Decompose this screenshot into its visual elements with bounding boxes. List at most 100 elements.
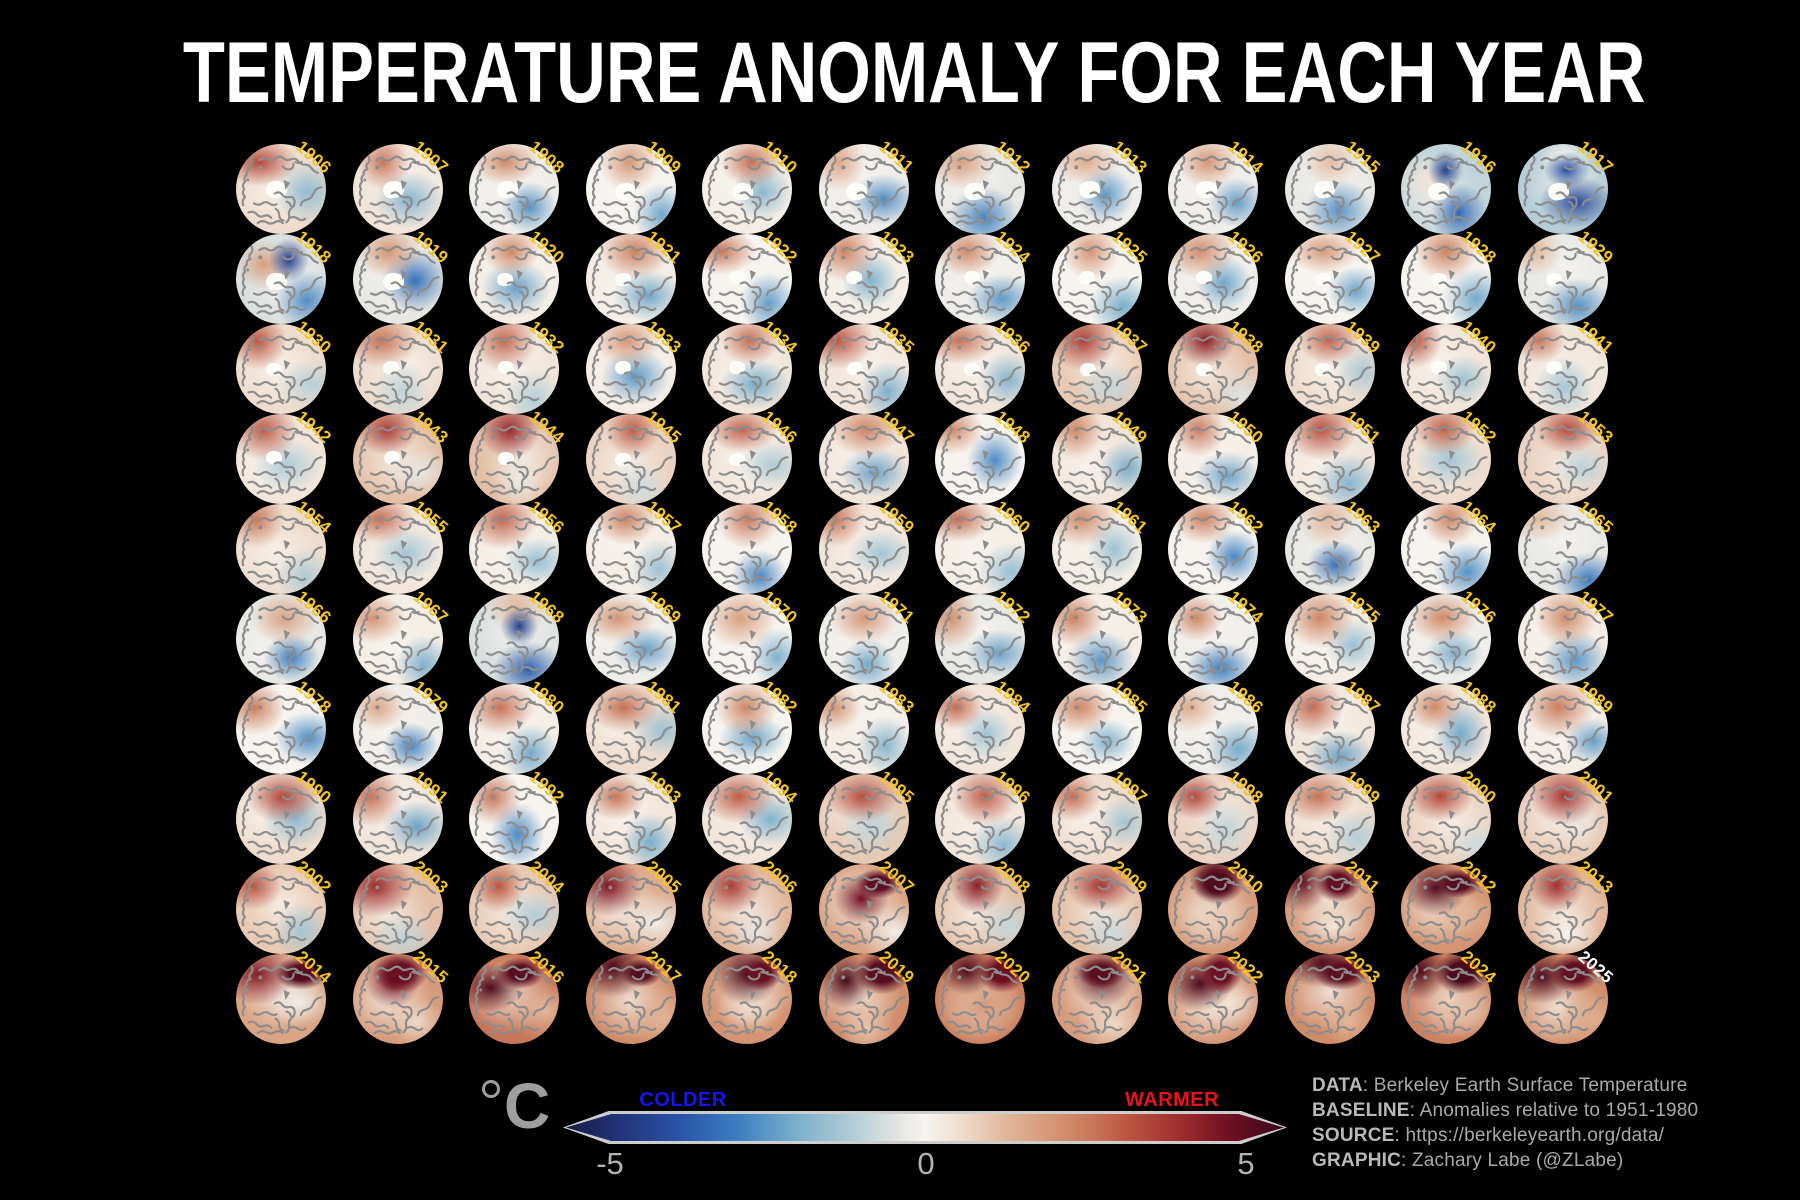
anomaly-map <box>586 504 676 594</box>
globe-2008: 2008 <box>935 857 1034 954</box>
anomaly-map <box>702 504 792 594</box>
globe-1996: 1996 <box>935 767 1034 864</box>
anomaly-map <box>236 954 326 1044</box>
anomaly-map <box>469 684 559 774</box>
anomaly-map <box>1285 234 1375 324</box>
credit-line-baseline: BASELINE: Anomalies relative to 1951-198… <box>1312 1100 1699 1121</box>
globe-1992: 1992 <box>469 767 568 864</box>
globe-2012: 2012 <box>1401 857 1500 954</box>
anomaly-map <box>1052 684 1142 774</box>
globe-1988: 1988 <box>1401 677 1500 774</box>
globe-1994: 1994 <box>702 767 801 864</box>
globe-2004: 2004 <box>469 857 568 954</box>
anomaly-map <box>819 234 909 324</box>
anomaly-map <box>1401 504 1491 594</box>
anomaly-map <box>1518 774 1608 864</box>
anomaly-map <box>935 774 1025 864</box>
globe-2013: 2013 <box>1518 857 1617 954</box>
globes-grid: 1906 1907 1908 1909 1910 1911 1912 1913 1914 1915… <box>236 137 1617 1044</box>
anomaly-map <box>935 864 1025 954</box>
globe-1997: 1997 <box>1052 767 1151 864</box>
anomaly-map <box>935 594 1025 684</box>
anomaly-map <box>819 144 909 234</box>
globe-2010: 2010 <box>1168 857 1267 954</box>
anomaly-map <box>353 324 443 414</box>
globe-1948: 1948 <box>935 407 1034 504</box>
anomaly-map <box>819 414 909 504</box>
globe-1941: 1941 <box>1518 317 1617 414</box>
anomaly-map <box>702 234 792 324</box>
anomaly-map <box>1052 954 1142 1044</box>
anomaly-map <box>1285 414 1375 504</box>
globe-1940: 1940 <box>1401 317 1500 414</box>
colorbar-arrow <box>563 1111 1287 1144</box>
anomaly-map <box>1285 954 1375 1044</box>
globe-1930: 1930 <box>236 317 335 414</box>
globe-1917: 1917 <box>1518 137 1617 234</box>
globe-1955: 1955 <box>353 497 452 594</box>
globe-1913: 1913 <box>1052 137 1151 234</box>
globe-1947: 1947 <box>819 407 918 504</box>
anomaly-map <box>702 414 792 504</box>
credit-line-data: DATA: Berkeley Earth Surface Temperature <box>1312 1075 1688 1096</box>
globe-1920: 1920 <box>469 227 568 324</box>
anomaly-map <box>236 504 326 594</box>
globe-2020: 2020 <box>935 947 1034 1044</box>
globe-2019: 2019 <box>819 947 918 1044</box>
anomaly-map <box>469 144 559 234</box>
globe-1942: 1942 <box>236 407 335 504</box>
globe-1936: 1936 <box>935 317 1034 414</box>
anomaly-map <box>236 324 326 414</box>
globe-1975: 1975 <box>1285 587 1384 684</box>
anomaly-map <box>819 684 909 774</box>
globe-1908: 1908 <box>469 137 568 234</box>
credits-block: DATA: Berkeley Earth Surface Temperature… <box>1312 1073 1698 1173</box>
globe-1979: 1979 <box>353 677 452 774</box>
globe-1973: 1973 <box>1052 587 1151 684</box>
globe-2000: 2000 <box>1401 767 1500 864</box>
anomaly-map <box>935 144 1025 234</box>
globe-1968: 1968 <box>469 587 568 684</box>
globe-1959: 1959 <box>819 497 918 594</box>
globe-1991: 1991 <box>353 767 452 864</box>
globe-1995: 1995 <box>819 767 918 864</box>
globe-1998: 1998 <box>1168 767 1267 864</box>
anomaly-map <box>469 414 559 504</box>
anomaly-map <box>702 864 792 954</box>
anomaly-map <box>1168 954 1258 1044</box>
globe-2001: 2001 <box>1518 767 1617 864</box>
anomaly-map <box>469 864 559 954</box>
anomaly-map <box>1518 594 1608 684</box>
tick-minus-5: -5 <box>596 1146 624 1181</box>
anomaly-map <box>469 504 559 594</box>
globe-1931: 1931 <box>353 317 452 414</box>
globe-1952: 1952 <box>1401 407 1500 504</box>
anomaly-map <box>236 774 326 864</box>
globe-1910: 1910 <box>702 137 801 234</box>
anomaly-map <box>702 594 792 684</box>
anomaly-map <box>353 594 443 684</box>
anomaly-map <box>1052 234 1142 324</box>
globe-1921: 1921 <box>586 227 685 324</box>
anomaly-map <box>586 144 676 234</box>
anomaly-map <box>819 504 909 594</box>
globe-1982: 1982 <box>702 677 801 774</box>
globe-1918: 1918 <box>236 227 335 324</box>
anomaly-map <box>1401 774 1491 864</box>
globe-1967: 1967 <box>353 587 452 684</box>
degree-symbol-icon <box>482 1080 500 1098</box>
globe-1915: 1915 <box>1285 137 1384 234</box>
anomaly-map <box>1401 234 1491 324</box>
globe-1912: 1912 <box>935 137 1034 234</box>
credit-line-graphic: GRAPHIC: Zachary Labe (@ZLabe) <box>1312 1150 1624 1171</box>
globe-1974: 1974 <box>1168 587 1267 684</box>
globe-1928: 1928 <box>1401 227 1500 324</box>
globe-2009: 2009 <box>1052 857 1151 954</box>
globe-1966: 1966 <box>236 587 335 684</box>
globe-1943: 1943 <box>353 407 452 504</box>
globe-1957: 1957 <box>586 497 685 594</box>
globe-2011: 2011 <box>1285 857 1383 954</box>
globe-1914: 1914 <box>1168 137 1267 234</box>
anomaly-map <box>1052 414 1142 504</box>
globe-2023: 2023 <box>1285 947 1384 1044</box>
